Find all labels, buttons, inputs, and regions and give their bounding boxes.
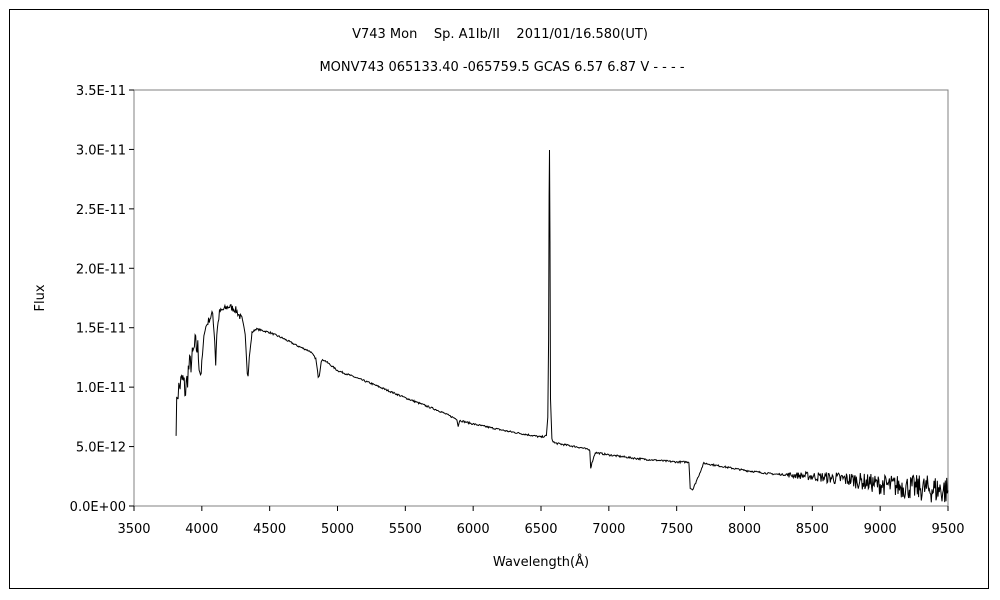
- x-tick-label: 8500: [796, 522, 829, 537]
- x-tick-label: 5000: [321, 522, 354, 537]
- x-tick-label: 7500: [660, 522, 693, 537]
- x-tick-label: 9000: [864, 522, 897, 537]
- y-tick-label: 2.5E-11: [76, 203, 126, 218]
- x-tick-label: 8000: [728, 522, 761, 537]
- x-tick-label: 4000: [185, 522, 218, 537]
- y-tick-label: 2.0E-11: [76, 262, 126, 277]
- y-tick-label: 5.0E-12: [76, 441, 126, 456]
- x-axis: 3500 4000 4500 5000 5500 6000 6500 7000 7500 8000…: [117, 506, 965, 537]
- plot-area: [133, 89, 949, 507]
- y-axis: 0.0E+00 5.0E-12 1.0E-11 1.5E-11 2.0E-11 2.5E-…: [70, 84, 134, 515]
- y-tick-label: 1.0E-11: [76, 381, 126, 396]
- y-axis-label: Flux: [33, 284, 48, 311]
- chart-frame: [9, 9, 989, 589]
- x-tick-label: 9500: [931, 522, 964, 537]
- y-tick-label: 1.5E-11: [76, 322, 126, 337]
- x-tick-label: 7000: [592, 522, 625, 537]
- y-tick-label: 3.5E-11: [76, 84, 126, 99]
- x-tick-label: 3500: [117, 522, 150, 537]
- y-tick-label: 3.0E-11: [76, 143, 126, 158]
- x-tick-label: 6000: [457, 522, 490, 537]
- x-tick-label: 6500: [524, 522, 557, 537]
- chart-title: V743 Mon Sp. A1Ib/II 2011/01/16.580(UT): [352, 27, 648, 42]
- x-tick-label: 4500: [253, 522, 286, 537]
- y-tick-label: 0.0E+00: [70, 500, 126, 515]
- x-tick-label: 5500: [389, 522, 422, 537]
- x-axis-label: Wavelength(Å): [493, 554, 589, 570]
- chart-subtitle: MONV743 065133.40 -065759.5 GCAS 6.57 6.…: [319, 60, 684, 75]
- spectrum-line: [175, 149, 949, 503]
